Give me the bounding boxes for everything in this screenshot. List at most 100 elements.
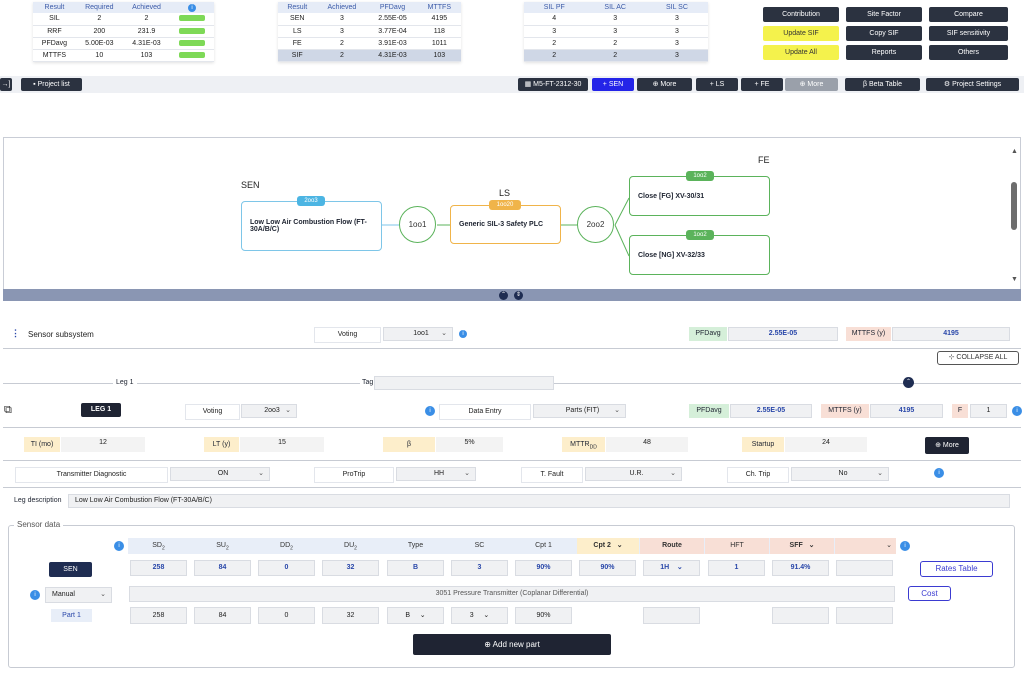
- f-input[interactable]: 1: [970, 404, 1007, 418]
- part-extra[interactable]: [836, 607, 893, 624]
- collapse-sidebar-button[interactable]: →]: [0, 78, 12, 91]
- add-fe-button[interactable]: + FE: [741, 78, 783, 91]
- part-sc-select[interactable]: 3 ⌄: [451, 607, 508, 624]
- grid-icon: ▦: [524, 81, 534, 88]
- leg-description-input[interactable]: Low Low Air Combustion Flow (FT-30A/B/C): [68, 494, 1010, 508]
- reports-button[interactable]: Reports: [846, 45, 922, 60]
- data-entry-select[interactable]: Parts (FIT) ⌄: [533, 404, 626, 418]
- t-fault-select[interactable]: U.R. ⌄: [585, 467, 682, 481]
- table-row[interactable]: SIF 2 4.31E-03 103: [278, 49, 461, 62]
- ls-node[interactable]: Generic SIL-3 Safety PLC: [450, 205, 561, 244]
- table-row: 2 2 3: [524, 37, 708, 50]
- contribution-button[interactable]: Contribution: [763, 7, 839, 22]
- chevron-down-icon: ⌄: [614, 407, 620, 414]
- scroll-up-icon[interactable]: ▲: [1011, 148, 1018, 155]
- copy-icon[interactable]: ⧉: [4, 404, 12, 416]
- fe-node-1[interactable]: Close [FG] XV-30/31: [629, 176, 770, 216]
- col-route[interactable]: Route: [640, 538, 704, 554]
- copy-sif-button[interactable]: Copy SIF: [846, 26, 922, 41]
- sen-route[interactable]: 1H ⌄: [643, 560, 700, 576]
- more-params-button[interactable]: ⊕ More: [925, 437, 969, 454]
- compare-button[interactable]: Compare: [929, 7, 1008, 22]
- subsystem-voting-select[interactable]: 1oo1 ⌄: [383, 327, 453, 341]
- part-dd[interactable]: 0: [258, 607, 315, 624]
- part-route[interactable]: [643, 607, 700, 624]
- table-row: 2 2 3: [524, 49, 708, 62]
- part-sd[interactable]: 258: [130, 607, 187, 624]
- diagram-scrollbar[interactable]: [1011, 182, 1017, 230]
- info-icon[interactable]: i: [900, 541, 910, 551]
- fe-node-2[interactable]: Close [NG] XV-32/33: [629, 235, 770, 275]
- protrip-select[interactable]: HH ⌄: [396, 467, 476, 481]
- fe2-voting-tag: 1oo2: [686, 230, 714, 240]
- mode-select[interactable]: Manual ⌄: [45, 587, 112, 603]
- leg-1-button[interactable]: LEG 1: [81, 403, 121, 417]
- more-button-disabled[interactable]: ⊕ More: [785, 78, 838, 91]
- protrip-label: ProTrip: [314, 467, 394, 483]
- mttr-input[interactable]: 48: [606, 437, 688, 452]
- table-row[interactable]: FE 2 3.91E-03 1011: [278, 37, 461, 50]
- info-icon[interactable]: i: [1012, 406, 1022, 416]
- col-extra[interactable]: ⌄: [835, 538, 896, 554]
- voting-node-2oo2[interactable]: 2oo2: [577, 206, 614, 243]
- leg-section-label: Leg 1: [113, 379, 137, 386]
- kebab-menu-icon[interactable]: ⋮: [11, 328, 20, 338]
- table-row[interactable]: SEN 3 2.55E-05 4195: [278, 13, 461, 26]
- more-button[interactable]: ⊕ More: [637, 78, 692, 91]
- collapse-leg-icon[interactable]: ⌃: [903, 377, 914, 388]
- chevron-down-icon: ⌄: [464, 470, 470, 477]
- part-type-select[interactable]: B ⌄: [387, 607, 444, 624]
- sensor-data-title: Sensor data: [14, 520, 64, 529]
- leg-voting-select[interactable]: 2oo3 ⌄: [241, 404, 297, 418]
- part-cpt1[interactable]: 90%: [515, 607, 572, 624]
- collapse-up-icon[interactable]: ⌃: [499, 291, 508, 300]
- info-icon[interactable]: i: [934, 468, 944, 478]
- beta-table-button[interactable]: β Beta Table: [845, 78, 920, 91]
- sif-sensitivity-button[interactable]: SIF sensitivity: [929, 26, 1008, 41]
- sen-su: 84: [194, 560, 251, 576]
- sen-node[interactable]: Low Low Air Combustion Flow (FT-30A/B/C): [241, 201, 382, 251]
- part-su[interactable]: 84: [194, 607, 251, 624]
- add-ls-button[interactable]: + LS: [696, 78, 738, 91]
- beta-input[interactable]: 5%: [436, 437, 503, 452]
- project-settings-button[interactable]: ⚙ Project Settings: [926, 78, 1019, 91]
- update-sif-button[interactable]: Update SIF: [763, 26, 839, 41]
- add-sen-button[interactable]: + SEN: [592, 78, 634, 91]
- col-sd: SD2: [130, 538, 187, 554]
- info-icon[interactable]: i: [425, 406, 435, 416]
- part-sff[interactable]: [772, 607, 829, 624]
- rates-table-button[interactable]: Rates Table: [920, 561, 993, 577]
- ti-input[interactable]: 12: [61, 437, 145, 452]
- info-icon[interactable]: i: [114, 541, 124, 551]
- tag-input[interactable]: [374, 376, 554, 390]
- add-new-part-button[interactable]: ⊕ Add new part: [413, 634, 611, 655]
- expand-icon[interactable]: ⇕: [514, 291, 523, 300]
- collapse-all-button[interactable]: ⊹ COLLAPSE ALL: [937, 351, 1019, 365]
- update-all-button[interactable]: Update All: [763, 45, 839, 60]
- startup-input[interactable]: 24: [785, 437, 867, 452]
- toolbar: →] ▪ Project list ▦ M5-FT-2312-30 + SEN …: [0, 76, 1024, 93]
- sif-id-button[interactable]: ▦ M5-FT-2312-30: [518, 78, 588, 91]
- transmitter-diagnostic-label: Transmitter Diagnostic: [15, 467, 168, 483]
- chevron-down-icon: ⌄: [886, 542, 892, 549]
- info-icon[interactable]: i: [459, 330, 467, 338]
- lt-input[interactable]: 15: [240, 437, 324, 452]
- info-icon[interactable]: i: [30, 590, 40, 600]
- others-button[interactable]: Others: [929, 45, 1008, 60]
- part-du[interactable]: 32: [322, 607, 379, 624]
- project-list-button[interactable]: ▪ Project list: [21, 78, 82, 91]
- transmitter-diagnostic-select[interactable]: ON ⌄: [170, 467, 270, 481]
- collapse-icon: ⊹: [948, 354, 957, 361]
- site-factor-button[interactable]: Site Factor: [846, 7, 922, 22]
- chevron-down-icon: ⌄: [802, 542, 815, 549]
- col-sff[interactable]: SFF ⌄: [770, 538, 834, 554]
- col-cpt2[interactable]: Cpt 2 ⌄: [577, 538, 639, 554]
- table-row[interactable]: LS 3 3.77E-04 118: [278, 25, 461, 38]
- cost-button[interactable]: Cost: [908, 586, 951, 601]
- info-icon[interactable]: i: [188, 3, 197, 12]
- ch-trip-select[interactable]: No ⌄: [791, 467, 889, 481]
- document-icon: ▪: [33, 81, 38, 88]
- chevron-down-icon: ⌄: [610, 542, 623, 549]
- scroll-down-icon[interactable]: ▼: [1011, 276, 1018, 283]
- voting-node-1oo1[interactable]: 1oo1: [399, 206, 436, 243]
